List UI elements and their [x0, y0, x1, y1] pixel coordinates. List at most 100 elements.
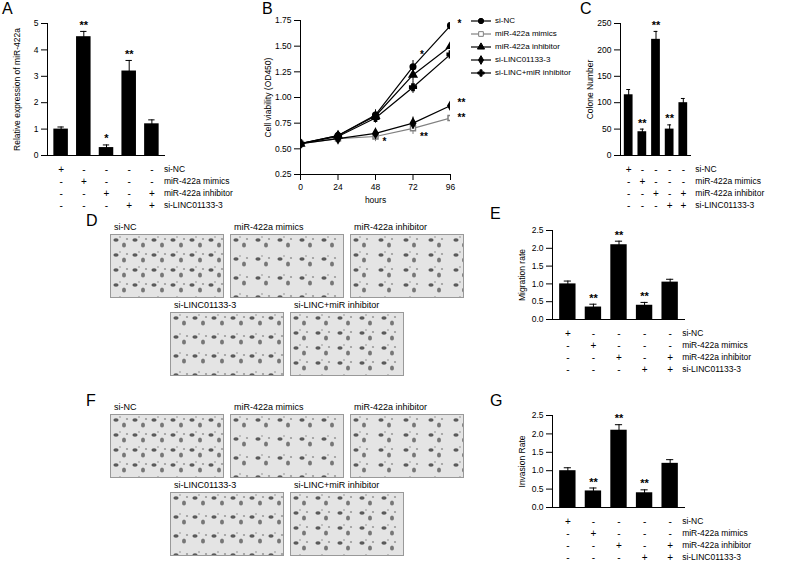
- svg-text:+: +: [616, 352, 622, 363]
- svg-text:-: -: [150, 164, 153, 175]
- svg-text:si-LINC01133-3: si-LINC01133-3: [695, 200, 754, 210]
- svg-text:0: 0: [607, 150, 612, 160]
- svg-text:-: -: [668, 528, 671, 539]
- svg-text:-: -: [82, 200, 85, 211]
- svg-text:+: +: [149, 200, 155, 211]
- svg-text:+: +: [58, 164, 64, 175]
- svg-text:24: 24: [333, 182, 343, 192]
- svg-text:**: **: [458, 97, 466, 108]
- svg-text:+: +: [667, 352, 673, 363]
- svg-text:0.0: 0.0: [532, 502, 544, 512]
- svg-text:si-NC: si-NC: [682, 328, 703, 338]
- svg-text:-: -: [668, 516, 671, 527]
- svg-text:**: **: [420, 131, 428, 142]
- svg-text:miR-422a mimics: miR-422a mimics: [682, 340, 748, 350]
- svg-text:+: +: [565, 516, 571, 527]
- svg-text:+: +: [626, 164, 632, 175]
- svg-text:-: -: [128, 176, 131, 187]
- svg-text:0.75: 0.75: [275, 118, 292, 128]
- svg-text:-: -: [617, 328, 620, 339]
- svg-text:*: *: [420, 49, 424, 60]
- svg-text:+: +: [149, 188, 155, 199]
- svg-text:+: +: [680, 188, 686, 199]
- svg-text:1.00: 1.00: [275, 92, 292, 102]
- svg-text:150: 150: [597, 71, 611, 81]
- svg-text:miR-422a inhibitor: miR-422a inhibitor: [164, 188, 233, 198]
- svg-text:-: -: [59, 188, 62, 199]
- svg-text:miR-422a mimics: miR-422a mimics: [682, 528, 748, 538]
- svg-text:**: **: [652, 19, 661, 31]
- svg-text:0.5: 0.5: [532, 296, 544, 306]
- svg-text:-: -: [654, 200, 657, 211]
- svg-text:-: -: [59, 176, 62, 187]
- svg-text:+: +: [565, 328, 571, 339]
- svg-text:-: -: [643, 528, 646, 539]
- svg-text:-: -: [617, 516, 620, 527]
- svg-text:*: *: [383, 136, 387, 147]
- svg-text:3: 3: [34, 71, 39, 81]
- svg-text:si-LINC01133-3: si-LINC01133-3: [682, 552, 741, 562]
- svg-text:si-NC: si-NC: [682, 516, 703, 526]
- svg-text:-: -: [643, 328, 646, 339]
- svg-text:2.5: 2.5: [532, 410, 544, 420]
- svg-text:-: -: [150, 176, 153, 187]
- svg-text:-: -: [566, 552, 569, 563]
- svg-text:-: -: [641, 164, 644, 175]
- svg-text:Cell viability (OD450): Cell viability (OD450): [263, 57, 273, 137]
- svg-text:Migration rate: Migration rate: [517, 249, 527, 301]
- svg-text:96: 96: [446, 182, 456, 192]
- svg-text:**: **: [615, 229, 624, 241]
- svg-text:+: +: [642, 552, 648, 563]
- svg-text:0.25: 0.25: [275, 169, 292, 179]
- svg-text:+: +: [616, 540, 622, 551]
- svg-text:-: -: [566, 528, 569, 539]
- svg-text:+: +: [667, 364, 673, 375]
- svg-text:0: 0: [34, 150, 39, 160]
- svg-text:+: +: [667, 552, 673, 563]
- svg-text:0: 0: [298, 182, 303, 192]
- svg-text:-: -: [82, 188, 85, 199]
- svg-text:4: 4: [34, 45, 39, 55]
- svg-text:-: -: [668, 188, 671, 199]
- svg-text:**: **: [125, 48, 134, 60]
- svg-text:miR-422a mimics: miR-422a mimics: [164, 176, 230, 186]
- svg-text:1.25: 1.25: [275, 67, 292, 77]
- svg-text:-: -: [592, 552, 595, 563]
- svg-text:si-NC: si-NC: [164, 164, 185, 174]
- svg-text:1.0: 1.0: [532, 279, 544, 289]
- svg-text:50: 50: [602, 124, 612, 134]
- svg-text:-: -: [617, 340, 620, 351]
- svg-text:5: 5: [34, 18, 39, 28]
- svg-text:**: **: [589, 476, 598, 488]
- svg-text:**: **: [458, 112, 466, 123]
- svg-text:1.75: 1.75: [275, 15, 292, 25]
- svg-text:+: +: [104, 188, 110, 199]
- svg-text:-: -: [59, 200, 62, 211]
- svg-text:+: +: [126, 200, 132, 211]
- svg-text:-: -: [627, 188, 630, 199]
- svg-text:+: +: [667, 200, 673, 211]
- svg-text:-: -: [668, 176, 671, 187]
- svg-text:-: -: [668, 328, 671, 339]
- svg-text:miR-422a inhibitor: miR-422a inhibitor: [682, 540, 751, 550]
- svg-text:+: +: [591, 340, 597, 351]
- svg-text:**: **: [640, 290, 649, 302]
- svg-text:-: -: [643, 352, 646, 363]
- svg-text:-: -: [654, 164, 657, 175]
- svg-text:miR-422a inhibitor: miR-422a inhibitor: [682, 352, 751, 362]
- svg-text:-: -: [682, 164, 685, 175]
- svg-text:2.0: 2.0: [532, 243, 544, 253]
- svg-text:250: 250: [597, 18, 611, 28]
- svg-text:1.0: 1.0: [532, 465, 544, 475]
- svg-text:2: 2: [34, 97, 39, 107]
- svg-text:-: -: [627, 176, 630, 187]
- svg-text:si-LINC01133-3: si-LINC01133-3: [164, 200, 223, 210]
- svg-text:-: -: [566, 340, 569, 351]
- svg-text:-: -: [641, 200, 644, 211]
- svg-text:si-NC: si-NC: [695, 164, 716, 174]
- svg-text:miR-422a mimics: miR-422a mimics: [695, 176, 761, 186]
- svg-text:-: -: [643, 540, 646, 551]
- svg-text:200: 200: [597, 45, 611, 55]
- svg-text:-: -: [105, 164, 108, 175]
- svg-text:-: -: [682, 176, 685, 187]
